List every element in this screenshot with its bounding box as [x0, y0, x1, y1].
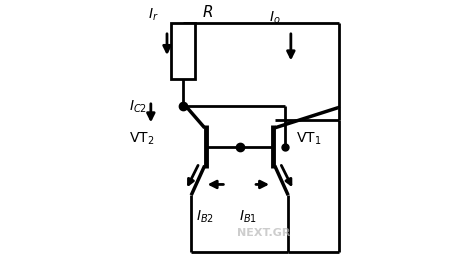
Text: $R$: $R$ — [202, 4, 213, 20]
Text: $I_r$: $I_r$ — [148, 7, 159, 23]
Text: $I_{B1}$: $I_{B1}$ — [239, 209, 257, 225]
Bar — [171, 23, 195, 79]
Text: $I_o$: $I_o$ — [269, 9, 281, 25]
Text: NEXT.GR: NEXT.GR — [237, 228, 291, 238]
Text: $\mathrm{VT}_1$: $\mathrm{VT}_1$ — [296, 130, 321, 147]
Text: $\mathrm{VT}_2$: $\mathrm{VT}_2$ — [129, 130, 155, 147]
Text: $I_{C2}$: $I_{C2}$ — [129, 98, 147, 115]
Text: $I_{B2}$: $I_{B2}$ — [196, 209, 214, 225]
